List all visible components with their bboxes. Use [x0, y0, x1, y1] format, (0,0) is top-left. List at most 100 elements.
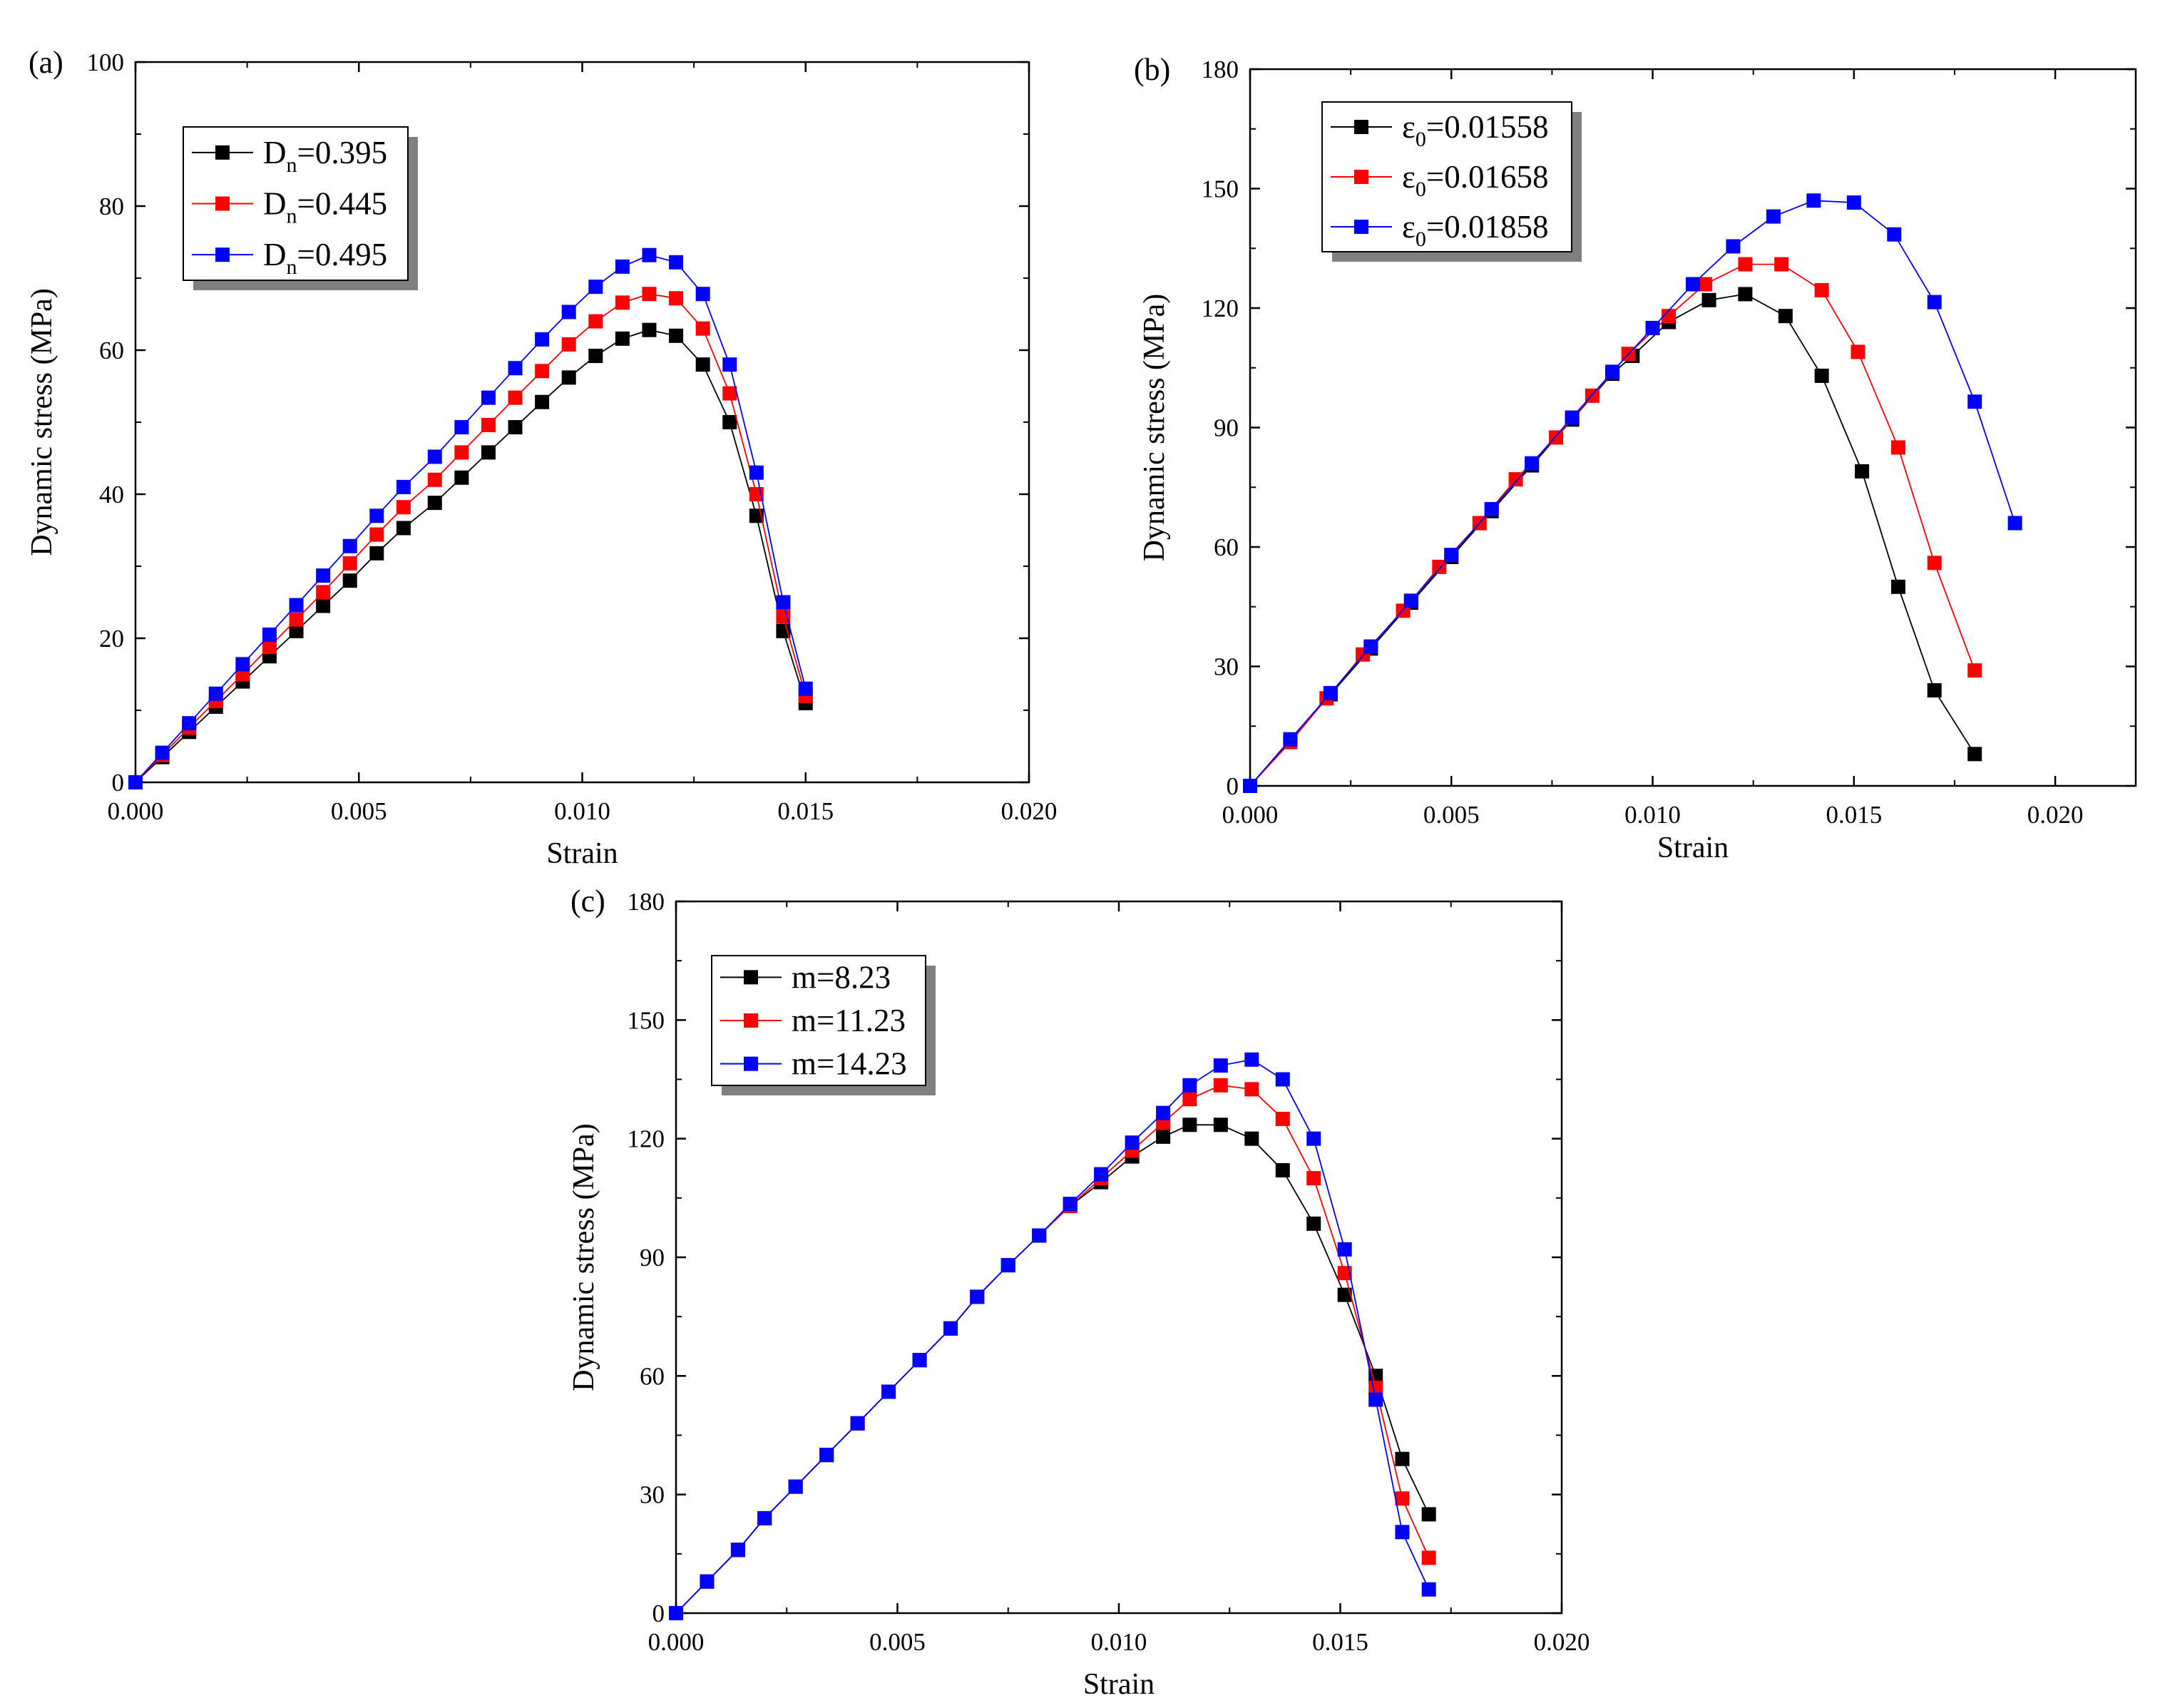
legend-entry-label: Dn=0.445: [263, 186, 387, 228]
data-point: [1645, 320, 1660, 335]
y-tick-label: 120: [1202, 295, 1239, 322]
x-tick-label: 0.000: [1222, 801, 1279, 829]
data-point: [561, 337, 576, 352]
data-point: [1686, 277, 1700, 292]
data-point: [481, 390, 496, 405]
data-point: [1182, 1092, 1197, 1107]
data-point: [943, 1321, 958, 1336]
x-tick-label: 0.015: [1312, 1628, 1368, 1656]
y-tick-label: 90: [640, 1244, 665, 1272]
data-point: [1094, 1167, 1109, 1182]
series-3: [1243, 193, 2022, 793]
data-point: [1244, 1131, 1259, 1146]
data-point: [1738, 287, 1753, 302]
data-point: [1182, 1118, 1197, 1132]
legend-entry-label: m=8.23: [792, 959, 891, 995]
data-point: [1814, 282, 1829, 297]
data-point: [1244, 1082, 1259, 1097]
x-tick-label: 0.010: [554, 797, 610, 825]
y-tick-label: 40: [99, 481, 124, 508]
data-point: [1125, 1135, 1140, 1150]
data-point: [1967, 747, 1982, 762]
y-tick-label: 20: [99, 625, 124, 653]
data-point: [722, 357, 737, 372]
data-point: [342, 538, 357, 553]
legend-swatch-marker: [1354, 170, 1368, 184]
data-point: [1243, 779, 1257, 793]
data-point: [1738, 257, 1753, 272]
data-point: [749, 465, 764, 480]
data-point: [1814, 368, 1829, 383]
data-point: [615, 331, 630, 346]
legend-swatch-marker: [744, 970, 758, 985]
data-point: [1766, 209, 1781, 224]
x-axis-label: Strain: [546, 837, 618, 870]
data-point: [342, 556, 357, 571]
y-tick-label: 0: [652, 1600, 665, 1627]
data-point: [1283, 732, 1298, 747]
x-axis-label: Strain: [1083, 1668, 1155, 1701]
data-point: [588, 280, 603, 295]
data-point: [454, 470, 469, 485]
y-tick-label: 120: [628, 1125, 665, 1153]
series-3: [669, 1052, 1436, 1620]
data-point: [481, 445, 496, 460]
data-point: [1000, 1258, 1015, 1273]
y-tick-label: 150: [628, 1006, 665, 1034]
data-point: [642, 247, 657, 262]
data-point: [1156, 1129, 1171, 1144]
data-point: [615, 295, 630, 310]
data-point: [1967, 394, 1982, 409]
data-point: [1275, 1111, 1290, 1126]
y-tick-label: 60: [99, 337, 124, 364]
data-point: [1444, 548, 1459, 563]
panel-label: (b): [1134, 52, 1170, 87]
data-point: [669, 328, 684, 343]
data-point: [970, 1289, 985, 1304]
data-point: [208, 686, 223, 701]
data-point: [722, 386, 737, 401]
data-point: [1213, 1058, 1228, 1073]
legend-swatch-marker: [215, 196, 230, 211]
data-point: [289, 623, 304, 638]
data-point: [669, 1606, 683, 1620]
data-point: [2007, 516, 2022, 531]
data-point: [1701, 292, 1716, 307]
y-axis-label: Dynamic stress (MPa): [1138, 294, 1171, 562]
data-point: [369, 508, 384, 523]
data-point: [1368, 1392, 1383, 1407]
data-point: [1662, 309, 1677, 324]
data-point: [396, 500, 411, 515]
data-point: [316, 568, 331, 583]
legend-swatch-marker: [215, 247, 230, 262]
data-point: [669, 255, 684, 270]
data-point: [1421, 1507, 1436, 1522]
data-point: [535, 332, 550, 347]
y-tick-label: 80: [99, 193, 124, 220]
data-point: [1306, 1171, 1321, 1186]
data-point: [788, 1479, 803, 1494]
x-tick-label: 0.005: [1423, 801, 1480, 829]
data-point: [1275, 1072, 1290, 1087]
legend: ε0=0.01558 ε0=0.01658 ε0=0.01858: [1321, 101, 1582, 262]
x-tick-label: 0.015: [777, 797, 834, 825]
y-tick-label: 0: [112, 769, 125, 797]
data-point: [695, 287, 710, 302]
chart-panel-c: 0.000 0.005 0.010 0.015 0.020 0 30 60 90 120 150 18…: [568, 884, 1590, 1701]
y-tick-label: 180: [1202, 56, 1239, 83]
data-point: [1395, 1491, 1410, 1506]
data-point: [776, 595, 791, 610]
data-point: [1063, 1197, 1078, 1212]
chart-panel-b: 0.000 0.005 0.010 0.015 0.020 0 30 60 90 120 150 18…: [1134, 52, 2137, 864]
data-point: [396, 521, 411, 536]
data-point: [798, 681, 813, 696]
data-point: [289, 598, 304, 613]
data-point: [316, 585, 331, 600]
y-tick-label: 180: [628, 888, 665, 916]
legend-entry-label: m=14.23: [792, 1046, 907, 1082]
panel-label: (a): [29, 45, 63, 80]
x-tick-label: 0.020: [1001, 797, 1058, 825]
x-tick-label: 0.000: [108, 797, 164, 825]
data-point: [1565, 410, 1580, 425]
